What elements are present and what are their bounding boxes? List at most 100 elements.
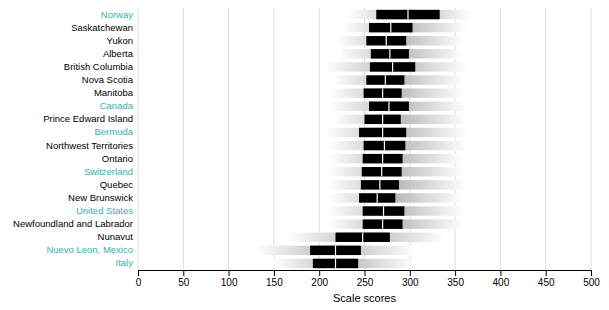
inner-range-bar <box>369 23 412 32</box>
y-tick: Alberta <box>103 48 134 59</box>
inner-range-bar <box>364 88 402 97</box>
x-tick: 400 <box>493 270 510 288</box>
mean-line <box>382 128 383 137</box>
x-tick-label: 150 <box>266 277 283 288</box>
full-range-bar <box>333 75 463 84</box>
y-tick-label: Bermuda <box>94 126 133 137</box>
inner-range-bar <box>376 10 439 19</box>
inner-range-bar <box>359 128 406 137</box>
mean-line <box>379 180 380 189</box>
mean-line <box>381 167 382 176</box>
inner-range-bar <box>363 206 405 215</box>
y-tick: Nuevo Leon, Mexico <box>46 244 133 255</box>
y-tick: Manitoba <box>94 87 134 98</box>
y-tick-label: British Columbia <box>64 61 134 72</box>
x-tick: 200 <box>311 270 328 288</box>
y-tick: Switzerland <box>84 166 133 177</box>
grid-line <box>500 8 501 270</box>
full-range-bar <box>326 128 467 137</box>
x-tick-mark <box>546 270 547 276</box>
grid-line <box>319 8 320 270</box>
y-tick: Nova Scotia <box>82 74 134 85</box>
y-tick: Nunavut <box>98 231 134 242</box>
x-tick-mark <box>365 270 366 276</box>
inner-range-bar <box>336 233 390 242</box>
full-range-bar <box>328 141 467 150</box>
full-range-bar <box>328 193 462 202</box>
y-tick: Bermuda <box>94 126 133 137</box>
x-tick-label: 350 <box>447 277 464 288</box>
full-range-bar <box>328 219 462 228</box>
grid <box>138 8 591 270</box>
x-tick-label: 400 <box>493 277 510 288</box>
x-tick-mark <box>138 270 139 276</box>
y-tick-label: Newfoundland and Labrador <box>13 218 133 229</box>
y-tick: Prince Edward Island <box>43 113 133 124</box>
full-range-bar <box>342 23 467 32</box>
mean-line <box>382 154 383 163</box>
mean-line <box>390 23 391 32</box>
y-tick-label: Northwest Territories <box>46 140 133 151</box>
inner-range-bar <box>362 167 402 176</box>
x-tick: 350 <box>447 270 464 288</box>
y-tick-label: Nova Scotia <box>82 74 134 85</box>
full-range-bar <box>287 233 444 242</box>
full-range-bar <box>330 102 466 111</box>
inner-range-bar <box>313 259 358 268</box>
mean-line <box>377 193 378 202</box>
x-tick: 250 <box>357 270 374 288</box>
mean-line <box>385 75 386 84</box>
grid-line <box>138 8 139 270</box>
x-tick-label: 50 <box>178 277 190 288</box>
full-range-bar <box>333 115 467 124</box>
y-tick-label: Ontario <box>102 153 133 164</box>
x-tick-mark <box>319 270 320 276</box>
y-tick: Saskatchewan <box>71 22 133 33</box>
x-tick-label: 500 <box>583 277 600 288</box>
x-tick-mark <box>183 270 184 276</box>
mean-line <box>407 10 408 19</box>
y-tick: Yukon <box>107 35 133 46</box>
mean-line <box>335 246 336 255</box>
mean-line <box>392 62 393 71</box>
y-tick: British Columbia <box>64 61 134 72</box>
full-range-bar <box>256 246 415 255</box>
y-tick: Newfoundland and Labrador <box>13 218 133 229</box>
grid-line <box>591 8 592 270</box>
inner-range-bar <box>366 75 404 84</box>
x-axis-title: Scale scores <box>333 292 396 304</box>
marks <box>256 10 472 268</box>
full-range-bar <box>326 62 467 71</box>
y-tick-label: Nuevo Leon, Mexico <box>46 244 133 255</box>
x-tick: 450 <box>538 270 555 288</box>
y-tick: Ontario <box>102 153 133 164</box>
y-tick-label: Italy <box>116 257 134 268</box>
grid-line <box>228 8 229 270</box>
chart: 050100150200250300350400450500Scale scor… <box>0 0 609 310</box>
inner-range-bar <box>361 180 399 189</box>
inner-range-bar <box>363 154 403 163</box>
inner-range-bar <box>310 246 361 255</box>
mean-line <box>382 219 383 228</box>
mean-line <box>384 141 385 150</box>
y-tick: New Brunswick <box>68 192 133 203</box>
full-range-bar <box>328 206 462 215</box>
y-tick: Canada <box>100 100 134 111</box>
x-axis: 050100150200250300350400450500 <box>136 270 601 288</box>
grid-line <box>364 8 365 270</box>
inner-range-bar <box>359 193 395 202</box>
x-tick-label: 0 <box>136 277 142 288</box>
y-axis: NorwaySaskatchewanYukonAlbertaBritish Co… <box>13 9 134 269</box>
grid-line <box>273 8 274 270</box>
y-tick-label: Manitoba <box>94 87 134 98</box>
x-tick-mark <box>455 270 456 276</box>
mean-line <box>335 259 336 268</box>
y-tick: Quebec <box>100 179 134 190</box>
inner-range-bar <box>364 141 406 150</box>
inner-range-bar <box>371 49 409 58</box>
y-tick-label: Prince Edward Island <box>43 113 133 124</box>
mean-line <box>388 102 389 111</box>
x-tick: 0 <box>136 270 142 288</box>
y-tick-label: Alberta <box>103 48 134 59</box>
y-tick-label: Yukon <box>107 35 133 46</box>
